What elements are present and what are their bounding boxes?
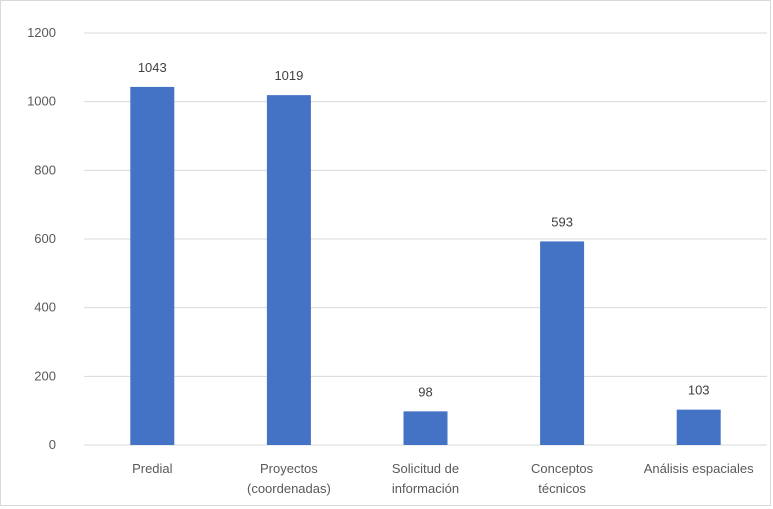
y-tick-label: 0 <box>49 437 56 452</box>
bars <box>130 86 721 446</box>
x-tick-label: Conceptos <box>531 461 594 476</box>
data-label: 593 <box>551 214 573 229</box>
y-tick-label: 600 <box>34 231 56 246</box>
x-tick-label: Proyectos <box>260 461 318 476</box>
data-label: 98 <box>418 384 432 399</box>
bar <box>266 95 311 445</box>
y-tick-label: 400 <box>34 300 56 315</box>
bar <box>403 411 448 445</box>
x-tick-label: información <box>392 481 459 496</box>
data-label: 1043 <box>138 60 167 75</box>
data-label: 103 <box>688 383 710 398</box>
x-tick-label: Solicitud de <box>392 461 459 476</box>
bar <box>676 409 721 445</box>
data-label: 1019 <box>274 68 303 83</box>
gridlines <box>84 32 767 446</box>
y-tick-label: 800 <box>34 162 56 177</box>
x-axis-labels: Predial Proyectos (coordenadas) Solicitud d… <box>132 461 754 496</box>
x-tick-label: (coordenadas) <box>247 481 331 496</box>
x-tick-label: Predial <box>132 461 173 476</box>
y-tick-label: 200 <box>34 368 56 383</box>
x-tick-label: Análisis espaciales <box>644 461 754 476</box>
y-tick-label: 1000 <box>27 94 56 109</box>
bar <box>540 241 585 445</box>
x-tick-label: técnicos <box>538 481 586 496</box>
bar <box>130 86 175 446</box>
y-tick-label: 1200 <box>27 25 56 40</box>
y-axis-ticks: 0 200 400 600 800 1000 1200 <box>27 25 56 452</box>
data-labels: 1043 1019 98 593 103 <box>138 60 710 399</box>
